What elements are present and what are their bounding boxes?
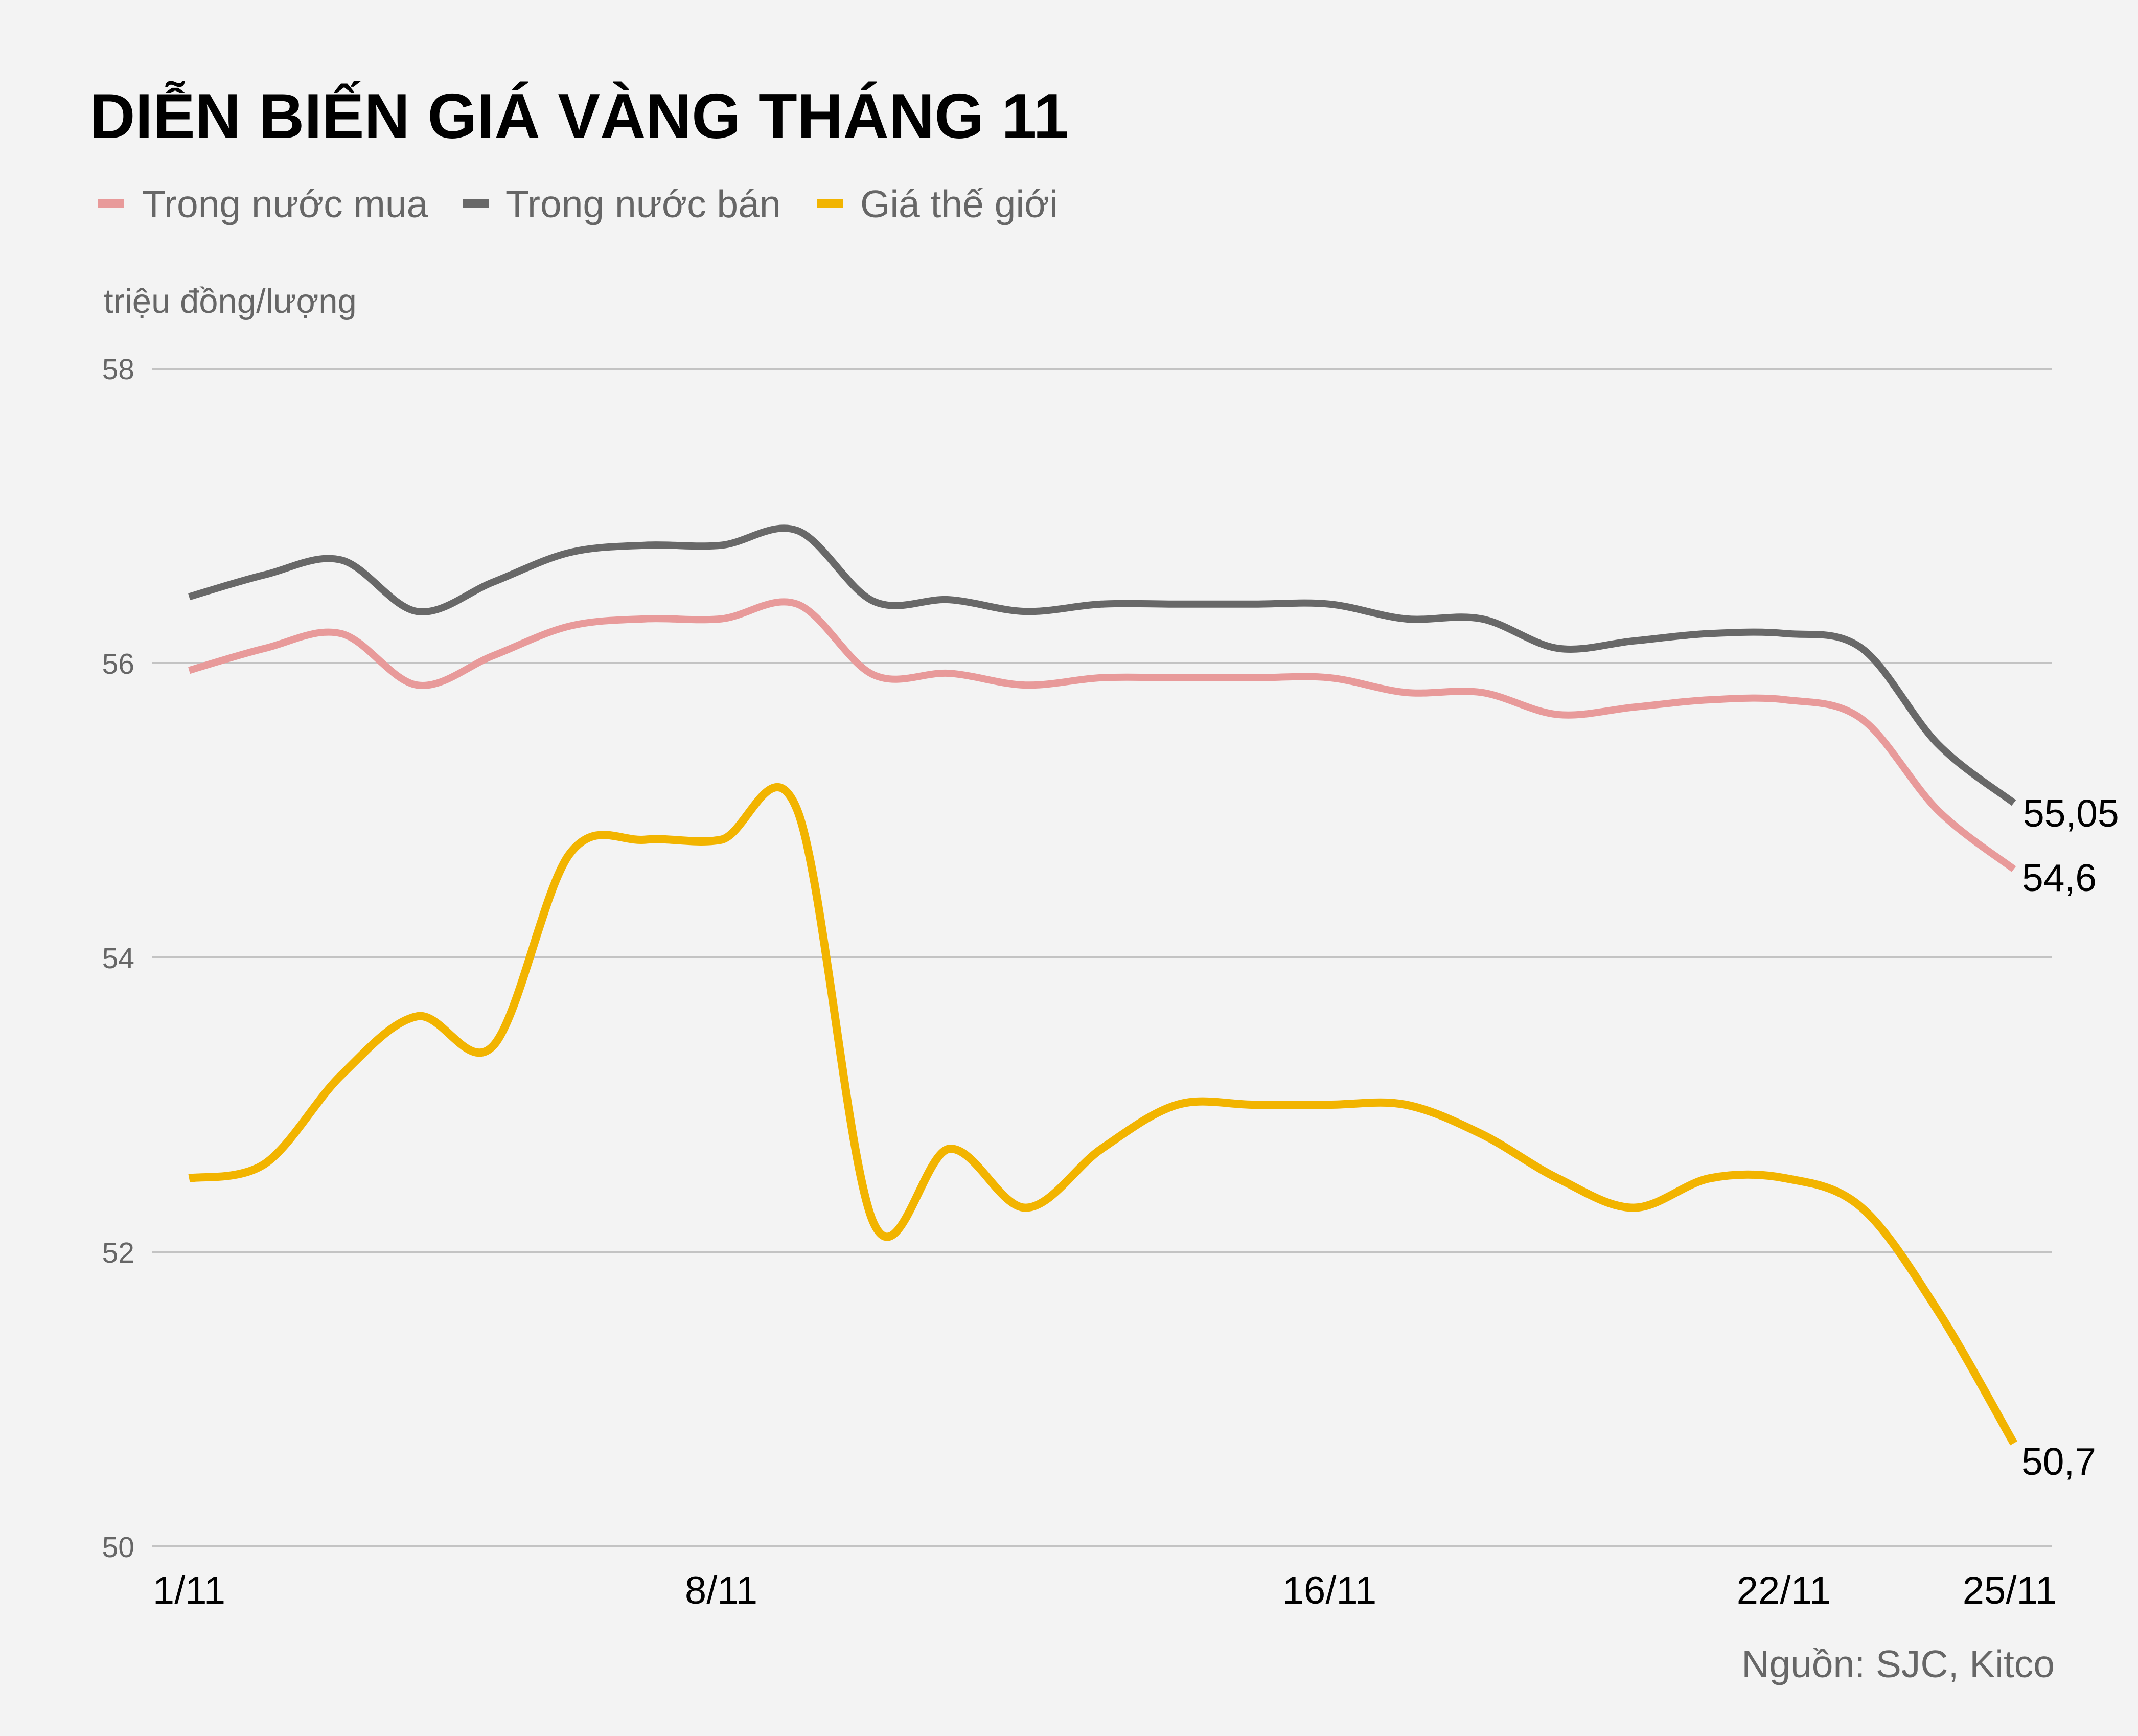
end-label-domestic-sell: 55,05 [2023, 792, 2119, 835]
line-domestic-sell [188, 524, 2016, 806]
legend-swatch-domestic-sell [463, 199, 489, 208]
legend: Trong nước mua Trong nước bán Giá thế gi… [98, 182, 1058, 225]
x-tick-label: 22/11 [1737, 1569, 1831, 1612]
x-tick-label: 8/11 [685, 1569, 757, 1612]
y-axis-unit-label: triệu đồng/lượng [104, 282, 357, 321]
y-tick-label: 52 [102, 1237, 134, 1269]
legend-label-world-price: Giá thế giới [860, 182, 1058, 225]
legend-label-domestic-sell: Trong nước bán [505, 182, 781, 225]
y-tick-label: 58 [102, 353, 134, 386]
y-tick-label: 54 [102, 942, 134, 975]
x-tick-label: 25/11 [1963, 1569, 2057, 1612]
source-note: Nguồn: SJC, Kitco [1741, 1642, 2055, 1685]
series-group [188, 524, 2017, 1446]
legend-swatch-world-price [817, 199, 843, 208]
legend-item-domestic-buy[interactable]: Trong nước mua [98, 182, 428, 225]
x-tick-label: 1/11 [153, 1569, 225, 1612]
line-domestic-buy [188, 598, 2016, 872]
end-label-domestic-buy: 54,6 [2022, 856, 2097, 899]
y-tick-label: 50 [102, 1531, 134, 1564]
end-label-world-price: 50,7 [2021, 1440, 2096, 1483]
x-tick-label: 16/11 [1282, 1569, 1377, 1612]
y-axis: 58 56 54 52 50 [102, 353, 2052, 1564]
legend-label-domestic-buy: Trong nước mua [142, 182, 428, 225]
chart-title: DIỄN BIẾN GIÁ VÀNG THÁNG 11 [89, 81, 1068, 152]
line-world-price [188, 783, 2017, 1446]
x-axis: 1/11 8/11 16/11 22/11 25/11 [153, 1569, 2057, 1612]
legend-item-world-price[interactable]: Giá thế giới [817, 182, 1058, 225]
legend-item-domestic-sell[interactable]: Trong nước bán [463, 182, 781, 225]
y-tick-label: 56 [102, 648, 134, 680]
legend-swatch-domestic-buy [98, 199, 124, 208]
